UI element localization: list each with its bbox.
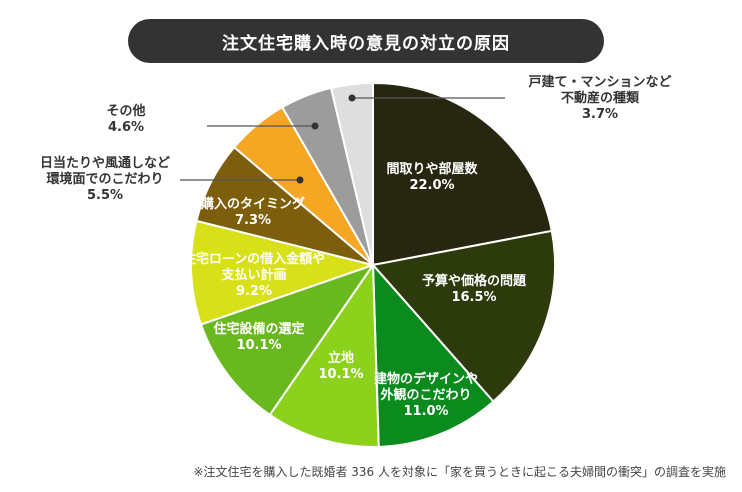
slice-value-label: 9.2%	[236, 284, 272, 299]
slice-value-label: 3.7%	[582, 107, 618, 122]
chart-title-pill: 注文住宅購入時の意見の対立の原因	[128, 19, 604, 63]
slice-value-label: 22.0%	[409, 178, 454, 193]
slice-category-label: 予算や価格の問題	[422, 273, 527, 289]
slice-label-equipment: 住宅設備の選定 10.1%	[213, 321, 304, 353]
slice-category-label: 日当たりや風通しなど	[40, 155, 170, 171]
slice-category-label: 外観のこだわり	[379, 387, 471, 403]
slice-label-location: 立地 10.1%	[318, 350, 363, 382]
pie-slice-equipment	[199, 263, 376, 417]
slice-category-label: 住宅ローンの借入金額や	[183, 251, 325, 267]
leader-dot-other	[311, 122, 319, 130]
slice-value-label: 4.6%	[108, 120, 144, 135]
leader-lines	[180, 94, 505, 184]
slice-value-label: 11.0%	[403, 404, 448, 419]
leader-dot-environment	[296, 176, 304, 184]
slice-labels: 間取りや部屋数 22.0% 予算や価格の問題 16.5% 建物のデザインや外観のこだわり…	[40, 74, 672, 419]
pie-slice-location	[268, 261, 380, 448]
slice-category-label: 支払い計画	[220, 267, 286, 283]
slice-label-property-type: 戸建て・マンションなど不動産の種類 3.7%	[528, 74, 671, 122]
slice-value-label: 10.1%	[318, 367, 363, 382]
slice-value-label: 5.5%	[87, 188, 123, 203]
slice-value-label: 16.5%	[451, 290, 496, 305]
slice-value-label: 10.1%	[236, 338, 281, 353]
slice-label-layout-rooms: 間取りや部屋数 22.0%	[386, 161, 478, 193]
pie-slice-layout-rooms	[372, 81, 553, 267]
pie-slice-property-type	[329, 81, 374, 266]
slice-category-label: 戸建て・マンションなど	[528, 74, 671, 90]
slice-label-timing: 購入のタイミング 7.3%	[200, 196, 305, 228]
slice-category-label: 環境面でのこだわり	[46, 171, 163, 187]
pie-slice-loan-plan	[190, 219, 377, 326]
slice-label-design-exterior: 建物のデザインや外観のこだわり 11.0%	[374, 371, 478, 419]
slice-category-label: 不動産の種類	[561, 90, 640, 106]
slice-category-label: 建物のデザインや	[374, 371, 478, 387]
footnote: ※注文住宅を購入した既婚者 336 人を対象に「家を買うときに起こる夫婦間の衝突…	[193, 465, 726, 479]
slice-category-label: 間取りや部屋数	[386, 161, 478, 177]
slice-category-label: 立地	[328, 350, 354, 366]
leader-dot-property-type	[348, 94, 356, 102]
pie-slice-budget-price	[371, 229, 556, 403]
slice-value-label: 7.3%	[235, 213, 271, 228]
slice-category-label: 購入のタイミング	[200, 196, 305, 212]
slice-label-environment: 日当たりや風通しなど環境面でのこだわり 5.5%	[40, 155, 170, 203]
slice-label-other: その他 4.6%	[106, 103, 145, 135]
slice-label-loan-plan: 住宅ローンの借入金額や支払い計画 9.2%	[183, 251, 325, 299]
pie-slice-design-exterior	[371, 262, 495, 448]
slice-category-label: その他	[106, 103, 145, 119]
slice-category-label: 住宅設備の選定	[213, 321, 304, 337]
chart-title: 注文住宅購入時の意見の対立の原因	[222, 33, 510, 54]
slice-label-budget-price: 予算や価格の問題 16.5%	[422, 273, 527, 305]
pie-slices	[190, 81, 556, 448]
